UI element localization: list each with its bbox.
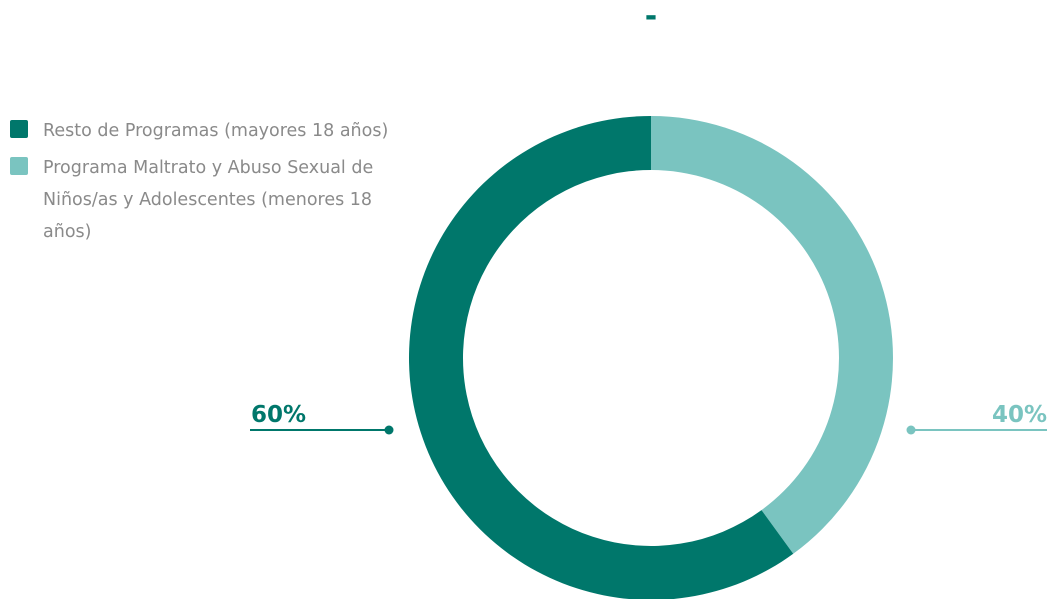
leader-dot-resto-de-programas-mayores-18-: [384, 425, 394, 435]
data-label-programa-maltrato-y-abuso-sexu: 40%: [992, 402, 1047, 428]
chart-legend: Resto de Programas (mayores 18 años) Pro…: [10, 115, 470, 253]
chart-title: -: [644, 0, 658, 34]
legend-label-programa-maltrato: Programa Maltrato y Abuso Sexual de Niño…: [43, 158, 374, 242]
legend-label-resto-programas: Resto de Programas (mayores 18 años): [43, 121, 389, 141]
data-label-resto-de-programas-mayores-18-: 60%: [251, 402, 306, 428]
legend-swatch-programa-maltrato: [10, 157, 28, 175]
leader-dot-programa-maltrato-y-abuso-sexu: [906, 425, 916, 435]
legend-swatch-resto-programas: [10, 120, 28, 138]
donut-slice-resto-de-programas-mayores-18-: [409, 116, 794, 599]
legend-item-programa-maltrato: Programa Maltrato y Abuso Sexual de Niño…: [10, 152, 470, 248]
legend-item-resto-programas: Resto de Programas (mayores 18 años): [10, 115, 470, 147]
donut-slice-programa-maltrato-y-abuso-sexu: [651, 116, 893, 554]
